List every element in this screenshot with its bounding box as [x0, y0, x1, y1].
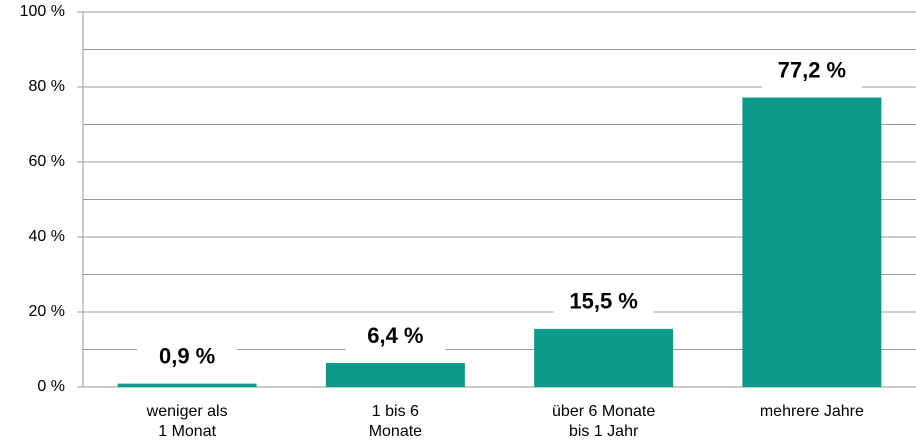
value-label-bg	[137, 341, 238, 374]
bar	[117, 383, 257, 387]
bar	[534, 328, 674, 387]
y-tick-label: 0 %	[37, 378, 65, 395]
value-label-bg	[553, 286, 654, 319]
bar	[742, 97, 882, 387]
x-tick-label: 1 bis 6 Monate	[368, 403, 423, 440]
value-label: 6,4 %	[367, 323, 423, 348]
y-tick-label: 100 %	[20, 3, 65, 20]
value-label: 77,2 %	[778, 57, 847, 82]
y-tick-label: 80 %	[29, 78, 65, 95]
x-tick-label: über 6 Monate bis 1 Jahr	[552, 403, 656, 440]
value-label: 0,9 %	[159, 343, 215, 368]
y-tick-label: 40 %	[29, 228, 65, 245]
bar	[325, 363, 465, 387]
value-label: 15,5 %	[569, 289, 638, 314]
value-label-bg	[345, 321, 446, 353]
y-tick-label: 60 %	[29, 153, 65, 170]
x-tick-label: mehrere Jahre	[759, 403, 864, 420]
x-tick-label: weniger als 1 Monat	[146, 403, 228, 440]
y-tick-label: 20 %	[29, 303, 65, 320]
value-label-bg	[761, 55, 862, 88]
